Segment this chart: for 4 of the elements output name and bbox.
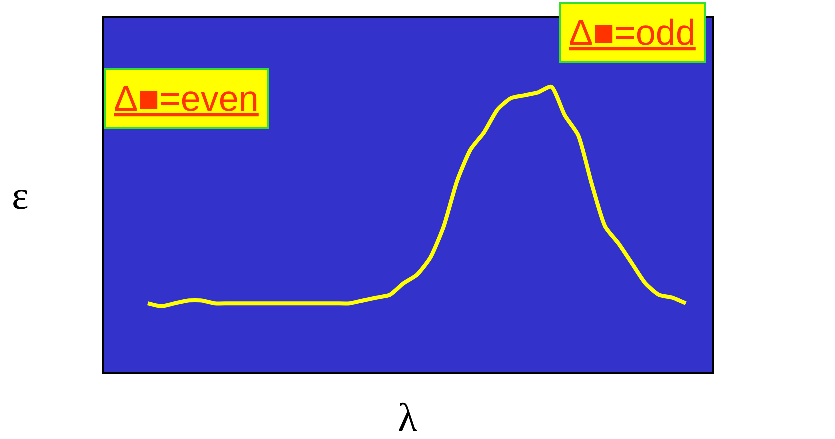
x-axis-title: λ bbox=[398, 395, 418, 439]
y-axis-title: ε bbox=[12, 173, 29, 218]
annotation: Δ■=even bbox=[114, 78, 259, 119]
text: Δ■=odd bbox=[569, 12, 696, 53]
